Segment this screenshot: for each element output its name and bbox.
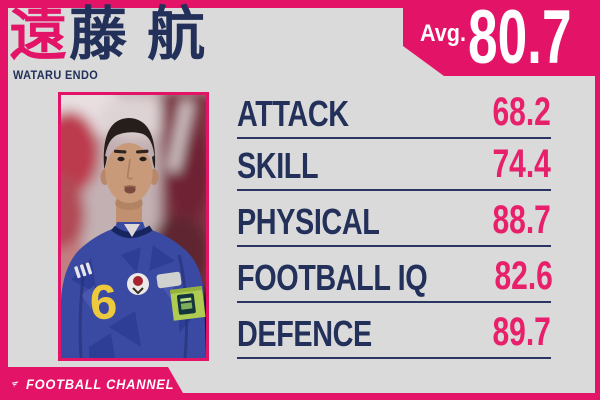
player-name-kanji-rest: 藤 航: [69, 2, 208, 67]
brand-stripes-icon: [74, 262, 93, 279]
rating-row-skill: SKILL 74.4: [237, 139, 551, 191]
rating-row-attack: ATTACK 68.2: [237, 87, 551, 139]
average-label: Avg.: [420, 20, 467, 47]
rating-label: PHYSICAL: [237, 201, 380, 242]
ratings-table: ATTACK 68.2 SKILL 74.4 PHYSICAL 88.7 FOO…: [237, 87, 553, 359]
footer-brand-text: FOOTBALL CHANNEL: [25, 375, 175, 392]
hair: [103, 118, 156, 167]
jersey-number: 6: [88, 275, 118, 330]
rating-row-defence: DEFENCE 89.7: [237, 303, 551, 359]
frame-border-left: [0, 0, 8, 400]
team-crest: [127, 273, 149, 295]
rating-value: 82.6: [494, 254, 553, 298]
player-name-romaji: WATARU ENDO: [13, 70, 99, 82]
player-photo-illustration: 6: [61, 95, 206, 358]
average-value: 80.7: [468, 0, 572, 80]
rating-value: 88.7: [492, 198, 551, 242]
player-figure: 6: [61, 118, 206, 358]
frame-border-top: [0, 0, 600, 8]
frame-border-right: [595, 0, 600, 400]
rating-label: FOOTBALL IQ: [237, 257, 428, 298]
average-rating-box: Avg. 80.7: [403, 0, 600, 80]
football-channel-flag-icon: [11, 380, 19, 387]
captain-armband: [170, 286, 206, 321]
rating-value: 89.7: [492, 310, 551, 354]
rating-value: 74.4: [492, 142, 551, 186]
player-head: [100, 118, 159, 203]
rating-label: DEFENCE: [237, 313, 372, 354]
jersey-collar: [111, 225, 153, 238]
rating-label: ATTACK: [237, 93, 349, 134]
frame-border-bottom: [0, 393, 600, 400]
rating-value: 68.2: [492, 90, 551, 134]
rating-label: SKILL: [237, 145, 319, 186]
player-name-kanji-accent: 遠: [9, 2, 70, 67]
player-photo: 6: [58, 92, 209, 361]
rating-row-physical: PHYSICAL 88.7: [237, 191, 551, 247]
rating-row-football-iq: FOOTBALL IQ 82.6: [237, 247, 553, 303]
player-name-kanji: 遠藤 航: [9, 6, 207, 64]
footer-brand-banner: FOOTBALL CHANNEL: [0, 367, 187, 400]
sleeve-badge: [156, 271, 182, 289]
